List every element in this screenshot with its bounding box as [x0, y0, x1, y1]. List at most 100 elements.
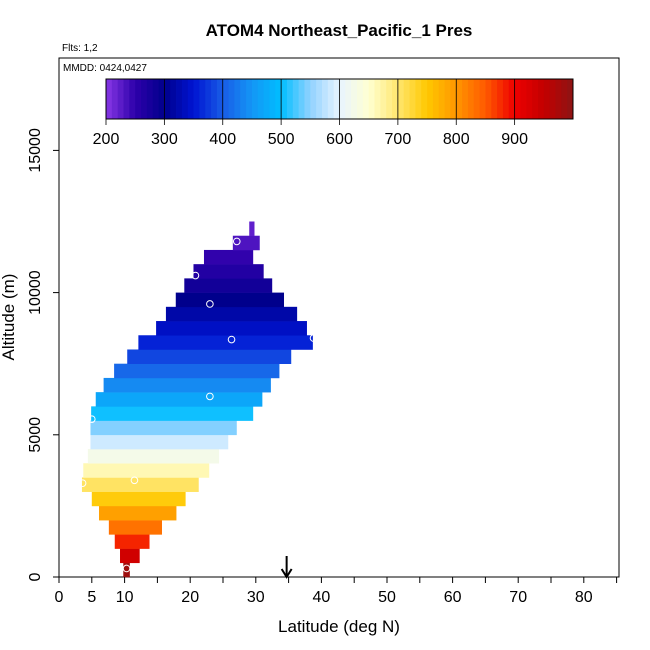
- sample-markers: [78, 237, 318, 573]
- colorbar-swatch: [555, 79, 562, 119]
- pressure-cell: [114, 534, 150, 549]
- colorbar-swatch: [222, 79, 229, 119]
- colorbar-swatch: [164, 79, 171, 119]
- colorbar-swatch: [567, 79, 574, 119]
- colorbar-swatch: [462, 79, 469, 119]
- x-tick-label: 50: [378, 589, 396, 606]
- sample-marker: [309, 334, 318, 342]
- colorbar-swatch: [193, 79, 200, 119]
- colorbar-swatch: [216, 79, 224, 119]
- colorbar-swatch: [117, 79, 124, 119]
- x-tick-label: 0: [55, 589, 64, 606]
- colorbar-tick-label: 800: [443, 131, 470, 148]
- data-cells: [81, 221, 313, 578]
- colorbar-swatch: [345, 79, 352, 119]
- sample-marker: [191, 271, 200, 280]
- colorbar-swatch: [415, 79, 422, 119]
- colorbar-swatch: [543, 79, 551, 119]
- colorbar-swatch: [275, 79, 282, 119]
- sample-marker: [206, 300, 214, 308]
- colorbar-swatch: [473, 79, 480, 119]
- x-tick-label: 10: [116, 589, 134, 606]
- colorbar-swatch: [497, 79, 504, 119]
- colorbar-tick-label: 400: [209, 131, 236, 148]
- colorbar-swatch: [380, 79, 387, 119]
- colorbar-swatch: [111, 79, 119, 119]
- pressure-cell: [193, 264, 264, 279]
- pressure-cell: [103, 377, 271, 393]
- colorbar-swatch: [310, 79, 317, 119]
- colorbar-swatch: [158, 79, 165, 119]
- colorbar-tick-label: 600: [326, 131, 353, 148]
- pressure-cell: [203, 249, 254, 265]
- x-tick-label: 5: [87, 589, 96, 606]
- pressure-cell: [127, 349, 292, 364]
- colorbar-swatch: [146, 79, 154, 119]
- flights-note: Flts: 1,2: [62, 43, 98, 54]
- colorbar-swatch: [240, 79, 247, 119]
- colorbar-swatch: [386, 79, 393, 119]
- colorbar: 200 300 400 500 600 700 800 900: [93, 78, 574, 148]
- colorbar-swatch: [292, 79, 300, 119]
- colorbar-swatch: [304, 79, 311, 119]
- colorbar-swatch: [141, 79, 148, 119]
- pressure-cell: [156, 321, 307, 336]
- colorbar-swatch: [199, 79, 206, 119]
- pressure-cell: [81, 477, 199, 492]
- sample-marker: [88, 415, 96, 423]
- pressure-cell: [138, 335, 313, 350]
- sample-marker: [130, 476, 139, 485]
- pressure-cell: [90, 434, 229, 450]
- colorbar-swatch: [298, 79, 305, 119]
- colorbar-swatch: [234, 79, 241, 119]
- sample-marker: [78, 479, 87, 487]
- colorbar-swatch: [456, 79, 463, 119]
- colorbar-swatch: [135, 79, 142, 119]
- colorbar-swatch: [561, 79, 568, 119]
- colorbar-swatch: [246, 79, 253, 119]
- colorbar-swatch: [333, 79, 340, 119]
- sample-marker: [232, 237, 241, 246]
- colorbar-tick-label: 200: [93, 131, 120, 148]
- colorbar-swatch: [281, 79, 288, 119]
- colorbar-swatch: [269, 79, 276, 119]
- colorbar-swatch: [176, 79, 183, 119]
- colorbar-tick-label: 500: [268, 131, 295, 148]
- x-tick-label: 60: [444, 589, 462, 606]
- colorbar-swatch: [263, 79, 270, 119]
- date-note: MMDD: 0424,0427: [63, 63, 147, 74]
- y-tick-label: 15000: [27, 128, 44, 173]
- pressure-cell: [90, 420, 237, 436]
- pressure-cell: [83, 463, 210, 478]
- colorbar-swatch: [502, 79, 510, 119]
- pressure-cell: [91, 406, 254, 421]
- colorbar-swatch: [467, 79, 475, 119]
- pressure-cell: [108, 520, 162, 535]
- colorbar-swatch: [357, 79, 364, 119]
- x-tick-label: 20: [181, 589, 199, 606]
- colorbar-swatch: [374, 79, 381, 119]
- x-tick-label: 40: [313, 589, 331, 606]
- pressure-cell: [120, 548, 140, 564]
- colorbar-swatch: [152, 79, 159, 119]
- pressure-cell: [91, 491, 186, 507]
- chart-title: ATOM4 Northeast_Pacific_1 Pres: [206, 21, 473, 40]
- sample-marker: [227, 335, 236, 344]
- colorbar-swatch: [368, 79, 375, 119]
- pressure-cell: [95, 392, 263, 407]
- colorbar-swatch: [508, 79, 516, 119]
- colorbar-swatch: [106, 79, 113, 119]
- colorbar-swatch: [351, 79, 358, 119]
- colorbar-swatch: [123, 79, 130, 119]
- colorbar-swatch: [257, 79, 265, 119]
- colorbar-tick-label: 700: [385, 131, 412, 148]
- colorbar-swatch: [211, 79, 218, 119]
- colorbar-swatch: [251, 79, 259, 119]
- x-axis: 0 5 10 20 30 40 50 60 70 80: [55, 577, 618, 606]
- colorbar-swatch: [181, 79, 189, 119]
- pressure-cell: [165, 306, 298, 322]
- colorbar-swatch: [403, 79, 410, 119]
- y-tick-label: 0: [27, 572, 44, 581]
- pressure-cell: [184, 278, 273, 293]
- colorbar-tick-label: 300: [151, 131, 178, 148]
